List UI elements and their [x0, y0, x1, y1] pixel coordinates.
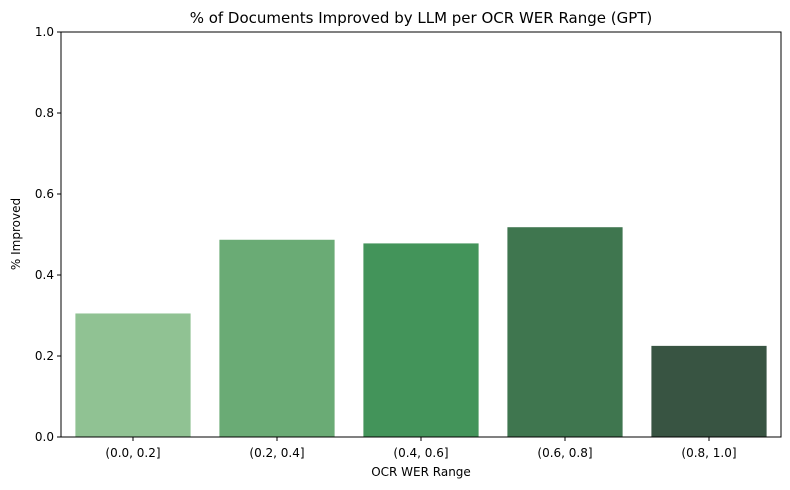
x-tick-label: (0.0, 0.2]: [105, 446, 160, 460]
x-tick-label: (0.6, 0.8]: [537, 446, 592, 460]
y-tick-label: 0.6: [35, 187, 54, 201]
x-tick-label: (0.8, 1.0]: [681, 446, 736, 460]
y-tick-label: 0.2: [35, 349, 54, 363]
bars-group: [75, 227, 767, 437]
bar-3: [507, 227, 623, 437]
x-axis-ticks: (0.0, 0.2] (0.2, 0.4] (0.4, 0.6] (0.6, 0.8]…: [105, 437, 737, 460]
y-axis-label: % Improved: [9, 198, 23, 270]
bar-0: [75, 313, 191, 437]
y-tick-label: 0.8: [35, 106, 54, 120]
x-axis-label: OCR WER Range: [371, 465, 471, 479]
bar-4: [651, 345, 767, 437]
bar-1: [219, 239, 335, 437]
x-tick-label: (0.4, 0.6]: [393, 446, 448, 460]
y-tick-label: 0.4: [35, 268, 54, 282]
x-tick-label: (0.2, 0.4]: [249, 446, 304, 460]
y-tick-label: 0.0: [35, 430, 54, 444]
chart-title: % of Documents Improved by LLM per OCR W…: [190, 9, 653, 27]
y-tick-label: 1.0: [35, 25, 54, 39]
y-axis-ticks: 0.0 0.2 0.4 0.6 0.8 1.0: [35, 25, 61, 444]
bar-2: [363, 243, 479, 437]
